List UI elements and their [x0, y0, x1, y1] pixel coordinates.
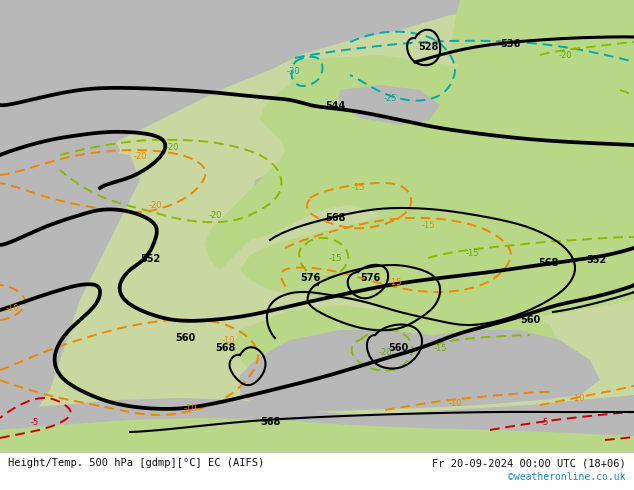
- Text: 544: 544: [325, 101, 345, 111]
- Text: 536: 536: [500, 39, 520, 49]
- Text: -25: -25: [383, 94, 397, 102]
- Text: -10: -10: [571, 393, 585, 402]
- Text: -30: -30: [286, 68, 300, 76]
- Polygon shape: [0, 395, 634, 452]
- Text: 568: 568: [538, 258, 558, 268]
- Text: -15: -15: [465, 248, 479, 258]
- Polygon shape: [378, 295, 560, 365]
- Text: -20: -20: [165, 143, 179, 151]
- Polygon shape: [450, 0, 634, 160]
- Text: 568: 568: [215, 343, 235, 353]
- Text: -15: -15: [421, 220, 435, 229]
- Text: 552: 552: [586, 255, 606, 265]
- Text: 560: 560: [520, 315, 540, 325]
- Polygon shape: [205, 55, 634, 320]
- Text: 552: 552: [140, 254, 160, 264]
- Polygon shape: [240, 330, 600, 412]
- Polygon shape: [235, 305, 400, 390]
- Text: 568: 568: [260, 417, 280, 427]
- Text: Fr 20-09-2024 00:00 UTC (18+06): Fr 20-09-2024 00:00 UTC (18+06): [432, 458, 626, 468]
- Text: -20: -20: [133, 151, 146, 161]
- Text: 560: 560: [388, 343, 408, 353]
- Text: -10: -10: [448, 398, 462, 408]
- Text: -10: -10: [183, 403, 197, 413]
- Polygon shape: [0, 0, 634, 300]
- Polygon shape: [338, 85, 440, 125]
- Polygon shape: [0, 120, 120, 380]
- Text: ©weatheronline.co.uk: ©weatheronline.co.uk: [508, 472, 626, 482]
- Text: -20: -20: [148, 200, 162, 210]
- Text: 528: 528: [418, 42, 438, 52]
- Text: -15: -15: [351, 182, 365, 192]
- Text: -20: -20: [559, 50, 572, 59]
- Polygon shape: [0, 0, 120, 100]
- Text: -10: -10: [221, 336, 235, 344]
- Polygon shape: [0, 418, 634, 452]
- Text: -15: -15: [388, 277, 402, 287]
- Text: 576: 576: [360, 273, 380, 283]
- Text: 576: 576: [300, 273, 320, 283]
- Text: -5: -5: [31, 417, 39, 426]
- Bar: [0, 452, 634, 490]
- Text: -5: -5: [541, 417, 549, 426]
- Text: -15: -15: [433, 343, 447, 352]
- Text: -15: -15: [328, 253, 342, 263]
- Polygon shape: [220, 0, 340, 60]
- Text: 568: 568: [325, 213, 345, 223]
- Text: -20: -20: [208, 211, 222, 220]
- Polygon shape: [0, 150, 140, 452]
- Text: -10: -10: [5, 303, 19, 313]
- Text: Height/Temp. 500 hPa [gdmp][°C] EC (AIFS): Height/Temp. 500 hPa [gdmp][°C] EC (AIFS…: [8, 458, 264, 468]
- Polygon shape: [252, 170, 305, 220]
- Text: 560: 560: [175, 333, 195, 343]
- Text: -20: -20: [378, 347, 392, 357]
